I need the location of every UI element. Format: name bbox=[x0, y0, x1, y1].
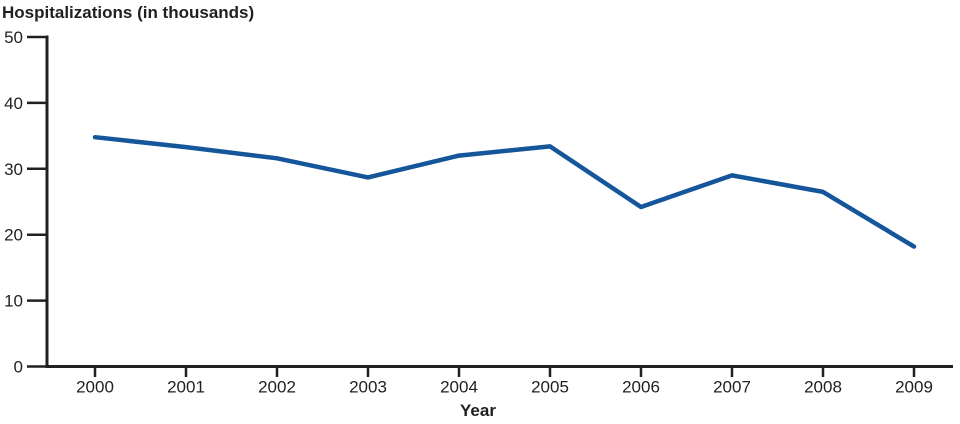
y-axis-ticks: 0 10 20 30 40 50 bbox=[4, 28, 47, 377]
x-tick-label: 2007 bbox=[713, 378, 751, 397]
chart-title: Hospitalizations (in thousands) bbox=[2, 3, 255, 22]
y-tick-label: 30 bbox=[4, 160, 23, 179]
y-tick-label: 20 bbox=[4, 226, 23, 245]
x-tick-label: 2009 bbox=[895, 378, 933, 397]
axes bbox=[45, 35, 953, 368]
x-tick-label: 2002 bbox=[258, 378, 296, 397]
x-tick-label: 2006 bbox=[622, 378, 660, 397]
y-tick-label: 10 bbox=[4, 292, 23, 311]
y-tick-label: 40 bbox=[4, 94, 23, 113]
data-line-hospitalizations bbox=[92, 134, 917, 249]
x-tick-label: 2004 bbox=[440, 378, 478, 397]
x-axis-ticks: 2000 2001 2002 2003 2004 2005 2006 2007 2008 2009 bbox=[76, 368, 933, 397]
x-tick-label: 2000 bbox=[76, 378, 114, 397]
y-tick-label: 0 bbox=[14, 358, 23, 377]
x-tick-label: 2005 bbox=[531, 378, 569, 397]
x-tick-label: 2008 bbox=[804, 378, 842, 397]
x-axis-label: Year bbox=[460, 401, 496, 420]
x-tick-label: 2003 bbox=[349, 378, 387, 397]
x-tick-label: 2001 bbox=[167, 378, 205, 397]
y-tick-label: 50 bbox=[4, 28, 23, 47]
